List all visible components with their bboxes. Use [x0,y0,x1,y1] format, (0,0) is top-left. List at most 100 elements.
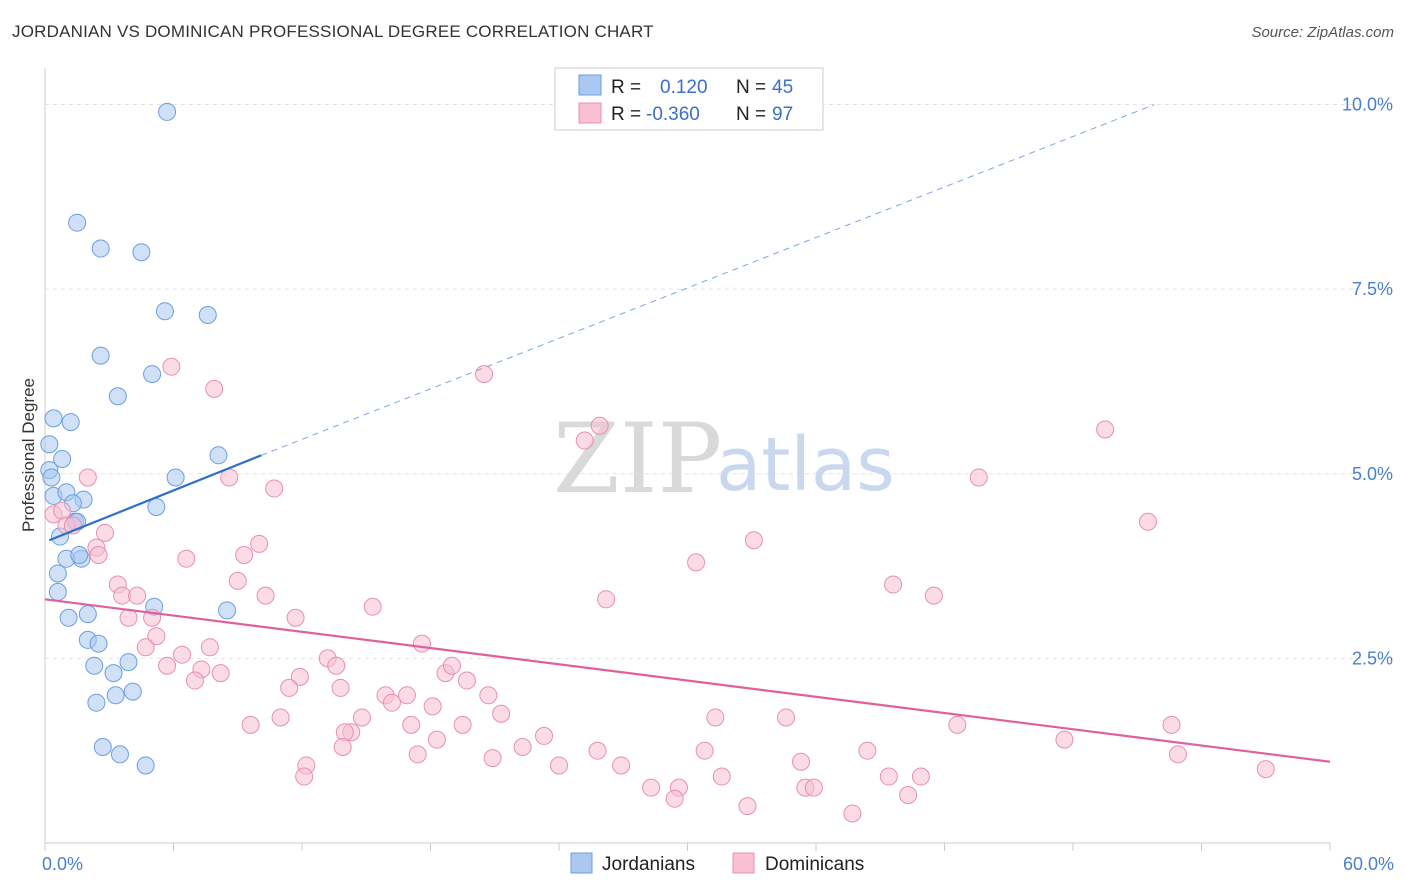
point-dominicans-23 [250,534,269,553]
point-dominicans-79 [588,741,607,760]
point-dominicans-62 [453,715,472,734]
point-dominicans-93 [665,789,684,808]
point-jordanians-34 [89,634,108,653]
point-jordanians-8 [108,387,127,406]
point-dominicans-71 [948,715,967,734]
point-dominicans-20 [884,575,903,594]
point-dominicans-8 [162,357,181,376]
point-dominicans-57 [492,704,511,723]
chart-title: JORDANIAN VS DOMINICAN PROFESSIONAL DEGR… [12,22,654,41]
point-dominicans-80 [612,756,631,775]
point-dominicans-85 [1168,745,1187,764]
point-dominicans-18 [744,531,763,550]
point-jordanians-27 [48,564,67,583]
series-swatch-jordanians [570,852,593,874]
point-dominicans-37 [200,638,219,657]
point-dominicans-70 [777,708,796,727]
point-dominicans-51 [331,678,350,697]
point-dominicans-36 [136,638,155,657]
x-tick-label-1: 60.0% [1343,854,1394,874]
point-dominicans-67 [333,738,352,756]
point-dominicans-47 [457,671,476,690]
legend-r-label-1: R = [611,77,641,98]
watermark: ZIP atlas [553,403,895,515]
trend-extension-0 [261,104,1155,456]
point-jordanians-5 [198,306,217,324]
axes [44,68,1331,851]
point-jordanians-44 [70,546,89,564]
trend-line-1 [44,598,1331,763]
point-dominicans-46 [442,656,461,675]
point-jordanians-38 [106,686,125,705]
series-swatch-dominicans [732,852,755,874]
point-dominicans-22 [597,590,616,609]
point-jordanians-4 [155,302,174,321]
point-dominicans-24 [235,546,254,564]
point-dominicans-17 [1138,512,1157,531]
point-dominicans-65 [535,726,554,745]
point-jordanians-0 [158,102,177,121]
trend-line-0 [48,454,262,542]
point-jordanians-7 [143,365,162,384]
point-dominicans-39 [412,634,431,653]
point-dominicans-86 [1256,760,1275,779]
point-dominicans-59 [271,708,290,727]
point-jordanians-37 [104,664,123,683]
point-dominicans-87 [879,767,898,786]
point-dominicans-49 [185,671,204,690]
point-dominicans-58 [352,708,371,727]
point-dominicans-76 [408,745,427,764]
point-dominicans-78 [550,756,568,775]
point-dominicans-26 [228,571,247,590]
point-jordanians-28 [48,582,67,601]
y-tick-label-1: 5.0% [1352,464,1393,484]
point-dominicans-30 [256,586,275,605]
watermark-atlas: atlas [716,422,895,508]
point-dominicans-50 [280,678,299,697]
point-dominicans-60 [241,715,260,734]
point-dominicans-84 [792,752,811,771]
point-jordanians-15 [42,468,61,487]
point-dominicans-29 [128,586,147,605]
point-dominicans-21 [924,586,943,605]
point-jordanians-30 [59,608,78,627]
point-jordanians-6 [91,346,110,365]
point-dominicans-68 [513,738,532,756]
series-label-dominicans: Dominicans [765,854,864,875]
point-dominicans-95 [899,786,918,804]
point-dominicans-53 [397,686,416,705]
point-jordanians-10 [61,413,80,432]
point-dominicans-91 [642,778,661,797]
point-dominicans-15 [1096,420,1115,439]
point-dominicans-74 [858,741,877,760]
point-jordanians-40 [87,693,106,712]
point-dominicans-96 [843,804,862,823]
series-label-jordanians: Jordanians [602,854,695,875]
point-dominicans-31 [363,597,382,616]
gridlines [45,104,1362,659]
point-dominicans-75 [695,741,714,760]
point-dominicans-44 [211,664,230,683]
point-dominicans-77 [483,749,502,768]
point-jordanians-21 [147,498,166,516]
point-dominicans-16 [969,468,988,487]
series-legend: Jordanians Dominicans [570,852,864,875]
point-dominicans-90 [804,778,823,797]
point-dominicans-14 [590,416,609,435]
point-dominicans-11 [265,479,284,498]
point-dominicans-73 [1055,730,1074,749]
point-dominicans-42 [158,656,177,675]
point-dominicans-56 [423,697,442,716]
point-dominicans-7 [89,546,108,564]
tick-labels: 2.5% 5.0% 7.5% 10.0% 0.0% 60.0% [42,95,1394,874]
point-dominicans-12 [475,365,494,384]
point-jordanians-35 [119,653,138,672]
x-tick-label-0: 0.0% [42,854,83,874]
point-dominicans-55 [382,693,401,712]
point-dominicans-94 [738,797,757,816]
point-dominicans-83 [712,767,731,786]
trend-lines [44,104,1331,763]
point-jordanians-12 [53,450,72,468]
point-dominicans-69 [706,708,725,727]
point-dominicans-64 [335,723,354,742]
